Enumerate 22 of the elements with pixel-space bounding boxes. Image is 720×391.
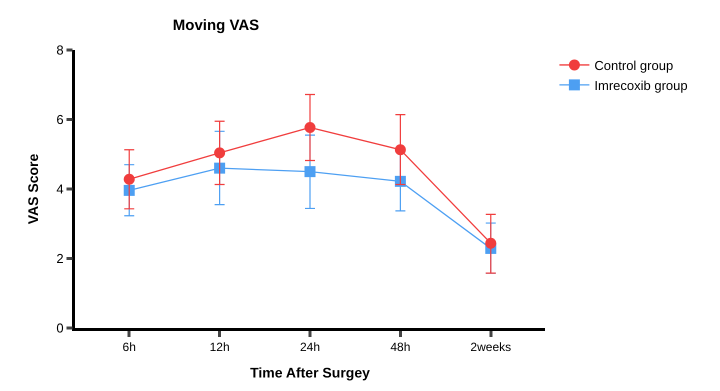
x-tick-label: 24h	[300, 340, 320, 354]
legend-label: Control group	[594, 58, 674, 74]
point	[485, 238, 496, 249]
y-tick-label: 4	[56, 182, 64, 197]
x-axis-title: Time After Surgey	[250, 364, 370, 380]
point	[394, 144, 406, 156]
x-tick-label: 12h	[210, 340, 230, 354]
point	[124, 174, 135, 185]
x-tick-label: 2weeks	[470, 340, 512, 354]
y-axis-title: VAS Score	[25, 154, 42, 224]
y-tick-label: 6	[56, 112, 64, 128]
point	[304, 166, 316, 178]
y-tick-label: 8	[56, 42, 64, 58]
y-tick-label: 2	[56, 251, 64, 266]
x-tick-label: 48h	[390, 340, 410, 354]
legend-label: Imrecoxib group	[594, 78, 688, 93]
point	[304, 122, 316, 133]
point	[214, 147, 226, 158]
x-tick-label: 6h	[122, 340, 136, 354]
y-tick-label: 0	[56, 320, 64, 336]
point	[214, 162, 226, 174]
chart-title: Moving VAS	[172, 17, 260, 34]
